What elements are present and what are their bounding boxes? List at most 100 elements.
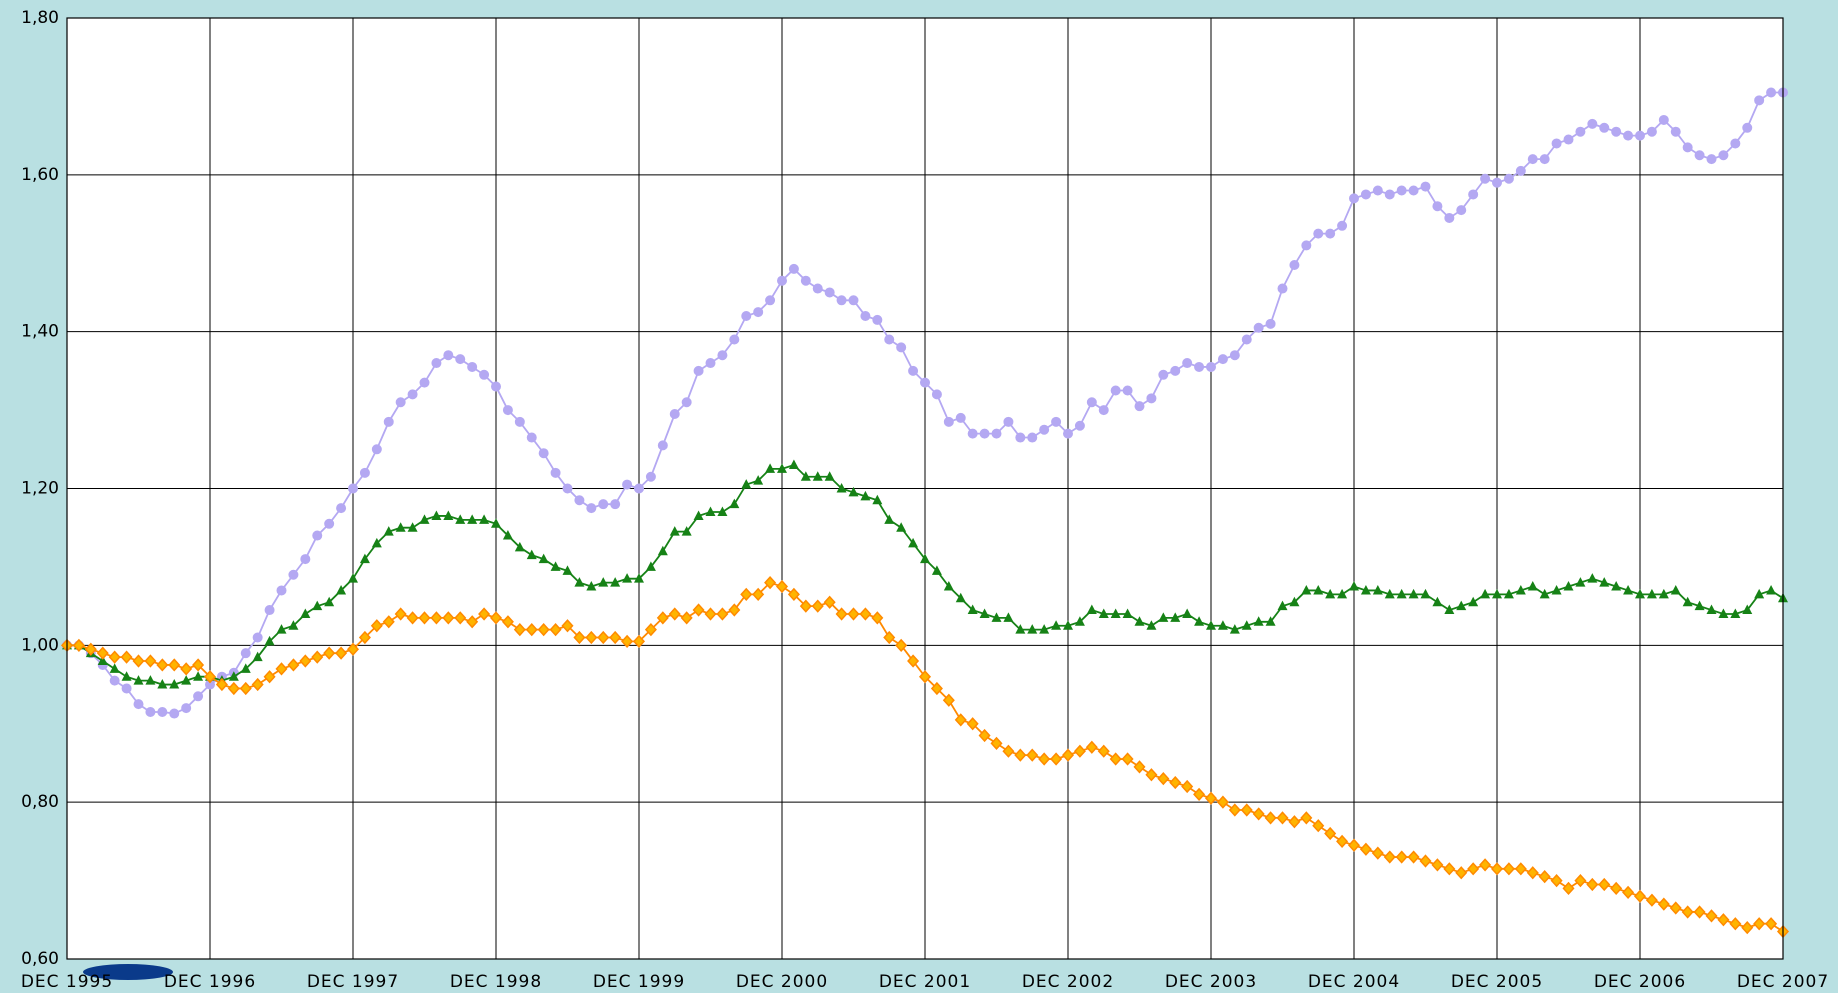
data-point: [383, 416, 394, 427]
data-point: [788, 459, 799, 469]
data-point: [346, 642, 360, 656]
data-point: [787, 587, 800, 601]
data-point: [407, 522, 418, 532]
x-tick-label: DEC 1995: [21, 972, 113, 992]
data-point: [276, 624, 287, 634]
data-point: [419, 377, 430, 388]
data-point: [383, 526, 394, 536]
data-point: [1455, 866, 1468, 880]
data-point: [728, 603, 741, 617]
data-point: [133, 699, 144, 710]
data-point: [251, 677, 264, 692]
data-point: [1419, 854, 1432, 868]
x-tick-label: DEC 2006: [1594, 972, 1686, 992]
data-point: [358, 630, 371, 645]
data-point: [1754, 588, 1765, 599]
data-point: [1408, 185, 1419, 196]
data-point: [1730, 608, 1741, 618]
data-point: [479, 369, 490, 380]
data-point: [109, 663, 120, 673]
data-point: [585, 630, 598, 645]
data-point: [359, 467, 370, 478]
data-point: [872, 494, 883, 505]
data-point: [1063, 620, 1073, 630]
data-point: [97, 655, 108, 666]
data-point: [562, 565, 573, 575]
data-point: [1265, 616, 1276, 626]
data-point: [717, 350, 728, 361]
data-point: [955, 592, 966, 603]
data-point: [1349, 193, 1359, 204]
data-point: [466, 615, 479, 629]
data-point: [800, 275, 811, 286]
data-point: [1349, 581, 1359, 591]
data-point: [1074, 616, 1085, 626]
data-point: [550, 467, 561, 478]
data-point: [1086, 604, 1097, 615]
data-point: [597, 630, 610, 645]
data-point: [1372, 584, 1383, 595]
x-tick-label: DEC 2003: [1165, 972, 1257, 992]
data-point: [1515, 165, 1526, 176]
data-point: [96, 646, 109, 660]
data-point: [1754, 95, 1765, 106]
data-point: [1432, 201, 1443, 212]
data-point: [740, 587, 753, 601]
data-point: [324, 518, 335, 529]
data-point: [288, 569, 299, 580]
data-point: [645, 561, 656, 571]
y-tick-label: 1,80: [21, 8, 59, 28]
data-point: [1742, 122, 1753, 133]
data-point: [525, 623, 538, 637]
data-point: [634, 573, 644, 583]
data-point: [1730, 138, 1741, 149]
data-point: [1527, 581, 1538, 591]
data-point: [824, 471, 835, 481]
data-point: [168, 658, 181, 672]
data-point: [716, 607, 729, 621]
data-point: [526, 549, 537, 560]
data-point: [1444, 604, 1455, 615]
data-point: [1646, 588, 1657, 599]
data-point: [1098, 608, 1109, 618]
data-point: [1027, 624, 1038, 634]
data-point: [1551, 584, 1562, 595]
data-point: [192, 658, 205, 672]
data-point: [1347, 838, 1361, 852]
data-point: [918, 670, 932, 684]
data-point: [1658, 114, 1669, 125]
data-point: [979, 428, 990, 439]
data-point: [311, 650, 324, 664]
data-point: [621, 634, 634, 649]
x-tick-label: DEC 2000: [736, 972, 828, 992]
data-point: [145, 706, 156, 717]
data-point: [634, 483, 644, 494]
data-point: [1599, 122, 1610, 133]
data-point: [836, 483, 847, 493]
data-point: [1063, 428, 1073, 439]
series: [62, 459, 1788, 689]
data-point: [693, 510, 704, 520]
data-point: [300, 554, 311, 565]
data-point: [72, 638, 85, 652]
data-point: [574, 577, 585, 587]
data-point: [741, 310, 752, 321]
data-point: [549, 623, 562, 637]
data-point: [132, 654, 145, 668]
data-point: [1086, 397, 1097, 408]
data-point: [1289, 596, 1300, 607]
data-point: [1122, 608, 1133, 618]
data-point: [312, 530, 323, 541]
data-point: [1194, 361, 1205, 372]
data-point: [264, 605, 275, 616]
data-point: [729, 334, 740, 345]
data-point: [1336, 834, 1349, 848]
data-point: [181, 675, 192, 685]
data-point: [502, 530, 513, 540]
data-point: [1574, 873, 1587, 888]
data-point: [717, 506, 728, 517]
data-point: [1158, 369, 1169, 380]
data-point: [931, 565, 942, 575]
data-point: [1396, 185, 1407, 196]
data-point: [574, 495, 585, 506]
